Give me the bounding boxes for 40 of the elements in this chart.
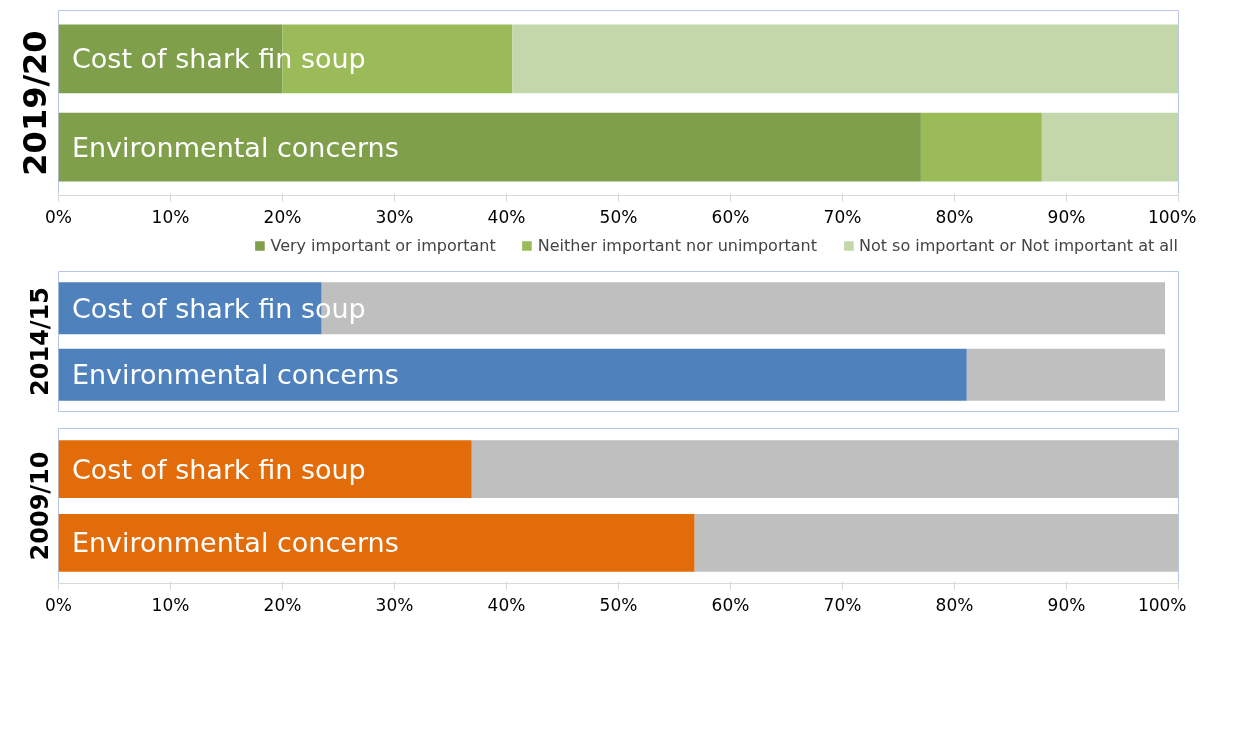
x-tick-label: 80% bbox=[935, 206, 974, 227]
legend-label: Very important or important bbox=[270, 235, 496, 255]
legend-label: Not so important or Not important at all bbox=[858, 235, 1178, 255]
x-tick-label: 90% bbox=[1047, 206, 1086, 227]
bar bbox=[58, 514, 695, 572]
x-tick-label: 20% bbox=[263, 206, 302, 227]
bar bbox=[1041, 112, 1179, 182]
x-tick-label: 50% bbox=[599, 206, 638, 227]
x-tick-label: 60% bbox=[711, 594, 750, 615]
y-axis-title: 2014/15 bbox=[25, 287, 54, 396]
x-tick-label: 0% bbox=[45, 206, 72, 227]
x-tick-label: 30% bbox=[375, 594, 414, 615]
x-tick-label: 40% bbox=[487, 594, 526, 615]
x-tick-label: 0% bbox=[45, 594, 72, 615]
category-label: Environmental concerns bbox=[71, 527, 399, 559]
y-axis-title: 2019/20 bbox=[15, 30, 54, 176]
category-label: Cost of shark fin soup bbox=[71, 43, 366, 75]
x-tick-label: 10% bbox=[151, 594, 190, 615]
bar bbox=[512, 24, 1179, 94]
category-label: Environmental concerns bbox=[71, 131, 399, 163]
x-tick-label: 90% bbox=[1047, 594, 1086, 615]
x-tick-label: 70% bbox=[823, 594, 862, 615]
x-tick-label: 20% bbox=[263, 594, 302, 615]
x-tick-label: 30% bbox=[375, 206, 414, 227]
y-axis-title: 2009/10 bbox=[25, 451, 54, 561]
x-tick-label: 50% bbox=[599, 594, 638, 615]
x-tick-label: 100% bbox=[1147, 206, 1197, 227]
bar bbox=[694, 514, 1179, 572]
bar bbox=[58, 440, 472, 498]
bar bbox=[920, 112, 1042, 182]
x-tick-label: 80% bbox=[935, 594, 974, 615]
x-tick-label: 10% bbox=[151, 206, 190, 227]
x-tick-label: 60% bbox=[711, 206, 750, 227]
x-tick-label: 40% bbox=[487, 206, 526, 227]
legend-label: Neither important nor unimportant bbox=[537, 235, 817, 255]
category-label: Cost of shark fin soup bbox=[71, 453, 366, 485]
x-tick-label: 100% bbox=[1137, 594, 1187, 615]
x-tick-label: 70% bbox=[823, 206, 862, 227]
category-label: Environmental concerns bbox=[71, 359, 399, 391]
bar bbox=[471, 440, 1179, 498]
